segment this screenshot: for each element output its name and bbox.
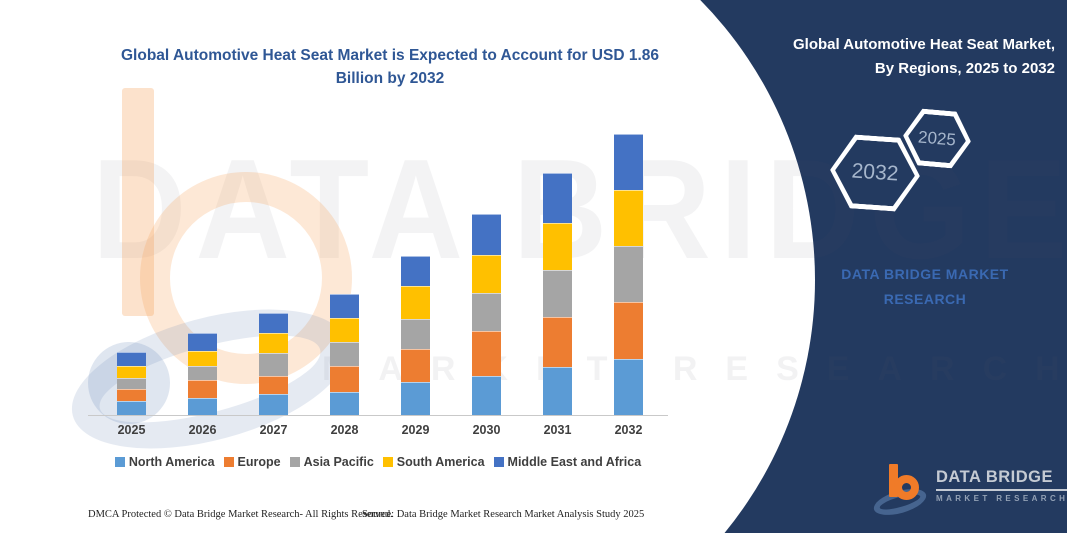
bar-segment-2032-south-america <box>614 190 643 246</box>
bar-segment-2025-south-america <box>117 366 146 378</box>
bar-segment-2030-middle-east-and-africa <box>472 214 501 255</box>
legend-item-europe: Europe <box>223 455 281 469</box>
bar-segment-2029-asia-pacific <box>401 319 430 349</box>
bar-segment-2030-asia-pacific <box>472 293 501 331</box>
watermark-logo-bar-shape <box>122 88 154 316</box>
bar-segment-2025-north-america <box>117 401 146 415</box>
x-axis-label-2027: 2027 <box>259 423 288 437</box>
plot-area <box>88 110 668 416</box>
bar-segment-2032-asia-pacific <box>614 246 643 302</box>
panel-title: Global Automotive Heat Seat Market, By R… <box>725 33 1055 81</box>
bar-segment-2025-asia-pacific <box>117 378 146 389</box>
bar-segment-2027-asia-pacific <box>259 353 288 376</box>
bar-segment-2032-north-america <box>614 359 643 415</box>
bar-2030 <box>472 214 501 415</box>
x-axis-label-2026: 2026 <box>188 423 217 437</box>
legend-swatch <box>289 457 300 467</box>
logo-subtitle: MARKET RESEARCH <box>936 494 1067 503</box>
watermark-text-small: MARKET RESEARCH <box>322 350 1067 388</box>
chart-title: Global Automotive Heat Seat Market is Ex… <box>120 47 660 88</box>
x-axis: 2025 2026 2027 2028 2029 2030 2031 2032 <box>88 423 668 441</box>
legend-swatch <box>223 457 234 467</box>
bar-segment-2026-middle-east-and-africa <box>188 333 217 351</box>
hexagon-badge-2032: 2032 <box>828 133 923 213</box>
logo-b-bowl-shape <box>894 475 919 500</box>
bar-segment-2030-south-america <box>472 255 501 293</box>
legend-label: Europe <box>237 455 281 469</box>
bar-segment-2030-europe <box>472 331 501 376</box>
bar-segment-2031-europe <box>543 317 572 367</box>
panel-title-line2: By Regions, 2025 to 2032 <box>874 60 1055 77</box>
legend: North America Europe Asia Pacific South Ame… <box>88 455 668 469</box>
legend-swatch <box>382 457 393 467</box>
panel-brand-watermark-line2: RESEARCH <box>883 290 967 307</box>
panel-title-line1: Global Automotive Heat Seat Market, <box>792 36 1055 53</box>
bar-2027 <box>259 313 288 415</box>
panel-brand-watermark-line1: DATA BRIDGE MARKET <box>841 266 1009 282</box>
bar-segment-2028-south-america <box>330 318 359 342</box>
bar-segment-2029-europe <box>401 349 430 382</box>
bar-segment-2029-south-america <box>401 286 430 319</box>
bar-2025 <box>117 352 146 415</box>
legend-swatch <box>493 457 504 467</box>
dmca-notice: DMCA Protected © Data Bridge Market Rese… <box>88 509 393 520</box>
legend-swatch <box>114 457 125 467</box>
bar-segment-2028-north-america <box>330 392 359 415</box>
bar-segment-2028-middle-east-and-africa <box>330 294 359 318</box>
bar-segment-2027-south-america <box>259 333 288 353</box>
bar-2031 <box>543 173 572 415</box>
logo-text: DATA BRIDGE MARKET RESEARCH <box>936 468 1067 503</box>
hexagon-year-label: 2032 <box>850 159 900 186</box>
legend-label: South America <box>396 455 485 469</box>
bar-segment-2026-north-america <box>188 398 217 415</box>
bar-segment-2025-middle-east-and-africa <box>117 352 146 366</box>
data-bridge-logo: DATA BRIDGE MARKET RESEARCH <box>871 462 1067 521</box>
bar-2029 <box>401 256 430 415</box>
bar-2026 <box>188 333 217 415</box>
legend-label: Asia Pacific <box>303 455 374 469</box>
bar-segment-2027-middle-east-and-africa <box>259 313 288 333</box>
bar-segment-2032-middle-east-and-africa <box>614 134 643 190</box>
bar-segment-2031-asia-pacific <box>543 270 572 317</box>
legend-label: Middle East and Africa <box>507 455 642 469</box>
bar-2032 <box>614 134 643 415</box>
panel-brand-watermark: DATA BRIDGE MARKET RESEARCH <box>790 262 1060 311</box>
bar-segment-2026-south-america <box>188 351 217 366</box>
legend-item-middle-east-and-africa: Middle East and Africa <box>493 455 642 469</box>
data-bridge-logo-icon <box>871 464 929 521</box>
bar-segment-2028-asia-pacific <box>330 342 359 366</box>
bar-segment-2028-europe <box>330 366 359 392</box>
x-axis-label-2030: 2030 <box>472 423 501 437</box>
bar-segment-2031-south-america <box>543 223 572 270</box>
bar-segment-2027-europe <box>259 376 288 394</box>
bar-segment-2032-europe <box>614 302 643 359</box>
bar-segment-2026-asia-pacific <box>188 366 217 380</box>
bar-segment-2027-north-america <box>259 394 288 415</box>
logo-name: DATA BRIDGE <box>936 468 1067 491</box>
bar-segment-2029-north-america <box>401 382 430 415</box>
source-note: Source: Data Bridge Market Research Mark… <box>362 509 645 520</box>
bar-segment-2031-north-america <box>543 367 572 415</box>
bar-segment-2026-europe <box>188 380 217 398</box>
x-axis-label-2025: 2025 <box>117 423 146 437</box>
legend-label: North America <box>128 455 215 469</box>
bar-segment-2031-middle-east-and-africa <box>543 173 572 223</box>
legend-item-asia-pacific: Asia Pacific <box>289 455 374 469</box>
x-axis-label-2031: 2031 <box>543 423 572 437</box>
bar-segment-2025-europe <box>117 389 146 401</box>
x-axis-label-2029: 2029 <box>401 423 430 437</box>
legend-item-north-america: North America <box>114 455 215 469</box>
logo-b-bar-shape <box>889 464 898 497</box>
x-axis-label-2032: 2032 <box>614 423 643 437</box>
legend-item-south-america: South America <box>382 455 485 469</box>
x-axis-label-2028: 2028 <box>330 423 359 437</box>
bar-2028 <box>330 294 359 415</box>
bar-segment-2029-middle-east-and-africa <box>401 256 430 286</box>
bar-segment-2030-north-america <box>472 376 501 415</box>
